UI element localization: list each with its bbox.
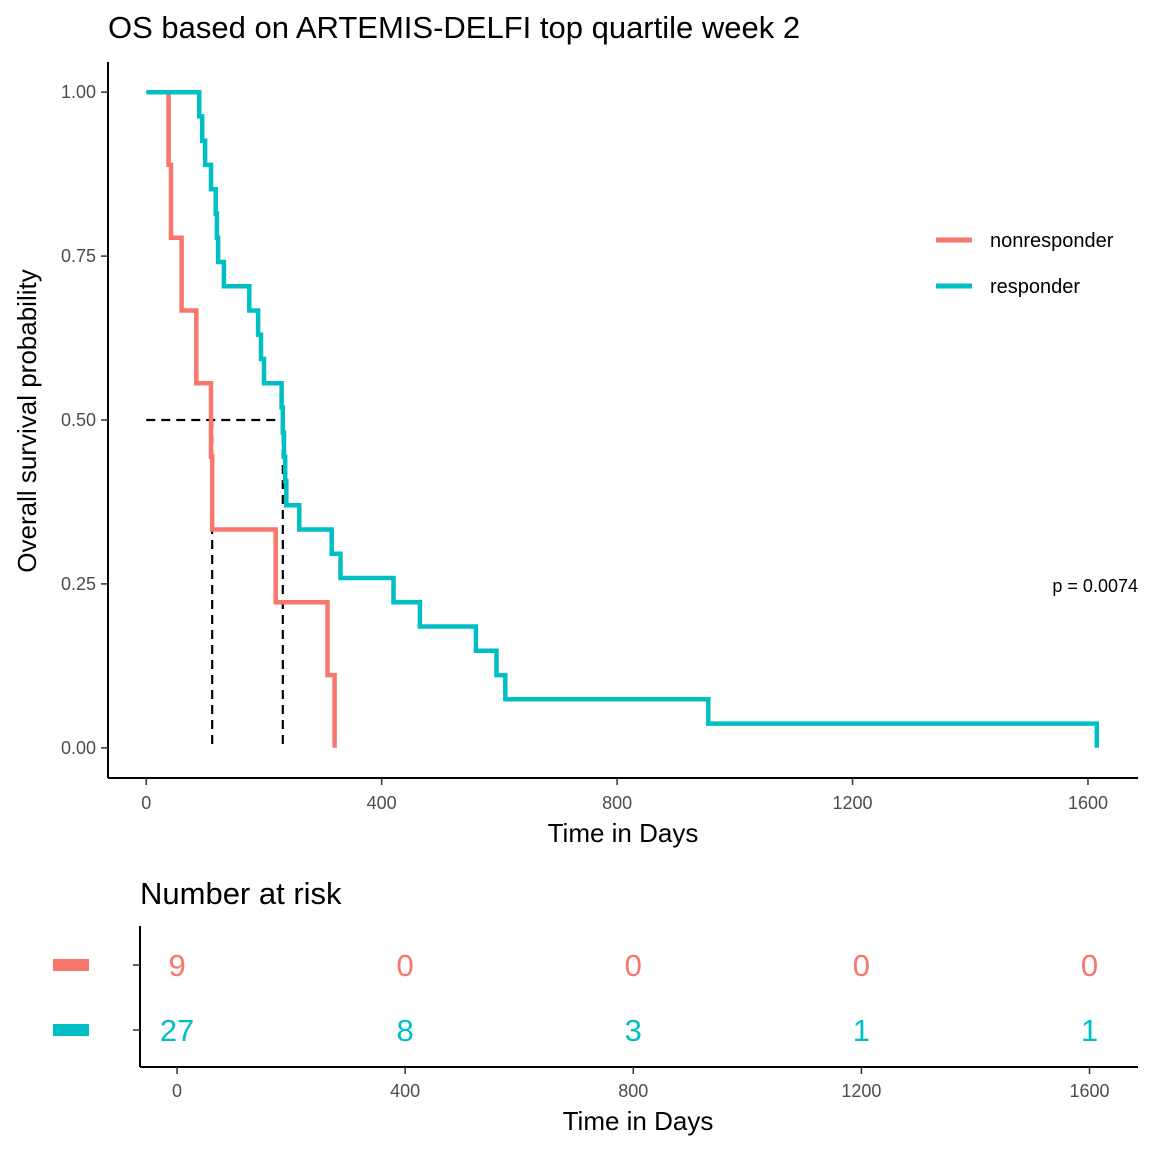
risk-table-x-tick-label: 0 — [172, 1081, 182, 1101]
legend-label-nonresponder: nonresponder — [990, 230, 1114, 252]
risk-table-row-key — [53, 1024, 89, 1036]
x-tick-label: 1200 — [833, 793, 873, 813]
risk-table-cell: 9 — [168, 948, 185, 983]
y-tick-label: 1.00 — [61, 82, 96, 102]
risk-table-cell: 0 — [625, 948, 642, 983]
x-tick-label: 800 — [602, 793, 632, 813]
y-tick-label: 0.50 — [61, 410, 96, 430]
risk-table-title: Number at risk — [140, 876, 342, 911]
risk-table-cell: 27 — [160, 1013, 194, 1048]
y-tick-label: 0.75 — [61, 246, 96, 266]
risk-table-x-tick-label: 400 — [390, 1081, 420, 1101]
survival-curve-nonresponder — [146, 89, 337, 748]
risk-table-row-key — [53, 959, 89, 971]
y-axis-label: Overall survival probability — [12, 269, 42, 572]
risk-table-cell: 0 — [1081, 948, 1098, 983]
x-axis-label: Time in Days — [548, 818, 699, 848]
risk-table-panel: 9 0 0 0 0 27 8 3 1 1 0 400 800 1200 1600 — [53, 926, 1138, 1101]
survival-plot-panel: 0.00 0.25 0.50 0.75 1.00 0 400 800 1200 1600 — [61, 62, 1138, 813]
risk-table-cell: 0 — [397, 948, 414, 983]
risk-table-cell: 0 — [853, 948, 870, 983]
risk-table-cell: 8 — [397, 1013, 414, 1048]
legend: nonresponder responder — [936, 230, 1114, 298]
survival-curve-responder — [146, 89, 1100, 748]
risk-table-cell: 1 — [1081, 1013, 1098, 1048]
chart-title: OS based on ARTEMIS-DELFI top quartile w… — [108, 10, 800, 45]
risk-table-cell: 3 — [625, 1013, 642, 1048]
risk-table-cell: 1 — [853, 1013, 870, 1048]
x-tick-label: 400 — [367, 793, 397, 813]
risk-table-x-axis-label: Time in Days — [563, 1106, 714, 1136]
y-tick-label: 0.00 — [61, 738, 96, 758]
risk-table-x-tick-label: 1200 — [841, 1081, 881, 1101]
x-tick-label: 1600 — [1068, 793, 1108, 813]
legend-label-responder: responder — [990, 276, 1080, 298]
risk-table-x-tick-label: 800 — [618, 1081, 648, 1101]
x-tick-label: 0 — [141, 793, 151, 813]
p-value-label: p = 0.0074 — [1052, 576, 1138, 596]
risk-table-x-tick-label: 1600 — [1070, 1081, 1110, 1101]
y-tick-label: 0.25 — [61, 574, 96, 594]
